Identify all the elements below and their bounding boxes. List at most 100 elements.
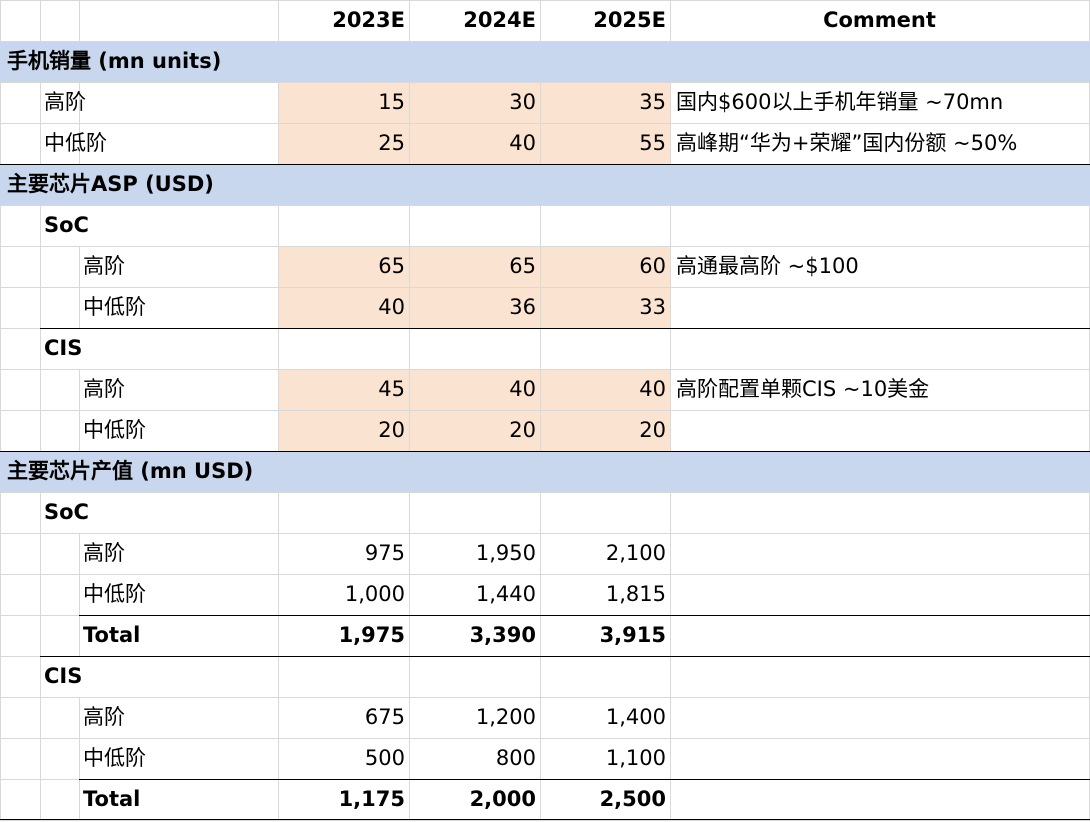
value-cell: 1,950 (475, 541, 536, 565)
value-cell: 30 (509, 90, 536, 114)
grid-vline (0, 533, 1, 574)
grid-vline (670, 410, 671, 451)
grid-vline (278, 123, 279, 164)
grid-vline (670, 738, 671, 779)
group-label: SoC (44, 213, 89, 237)
grid-vline (540, 328, 541, 369)
grid-vline (670, 533, 671, 574)
comment-cell: 高峰期“华为+荣耀”国内份额 ~50% (676, 131, 1018, 155)
grid-vline (670, 287, 671, 328)
value-cell: 800 (495, 746, 536, 770)
grid-vline (79, 123, 80, 164)
grid-vline (409, 492, 410, 533)
grid-vline (0, 328, 1, 369)
highlight-cell (278, 123, 670, 164)
grid-vline (0, 779, 1, 820)
grid-vline (409, 697, 410, 738)
grid-vline (670, 123, 671, 164)
grid-vline (79, 410, 80, 451)
grid-vline (670, 246, 671, 287)
grid-vline (540, 615, 541, 656)
grid-vline (40, 410, 41, 451)
value-cell: 1,000 (344, 582, 405, 606)
grid-vline (670, 656, 671, 697)
grid-hline (0, 697, 1090, 698)
row-label: 中低阶 (83, 746, 146, 770)
value-cell: 2,000 (469, 787, 536, 811)
grid-vline (40, 246, 41, 287)
grid-vline (40, 328, 41, 369)
grid-hline (0, 410, 1090, 411)
grid-vline (409, 205, 410, 246)
border-line (0, 819, 1090, 820)
grid-vline (0, 287, 1, 328)
value-cell: 20 (378, 418, 405, 442)
grid-vline (278, 492, 279, 533)
grid-vline (409, 287, 410, 328)
grid-vline (670, 369, 671, 410)
grid-vline (540, 779, 541, 820)
grid-vline (409, 246, 410, 287)
grid-vline (409, 574, 410, 615)
highlight-cell (278, 246, 670, 287)
grid-vline (409, 328, 410, 369)
grid-vline (409, 0, 410, 41)
value-cell: 60 (639, 254, 666, 278)
row-label: 中低阶 (83, 582, 146, 606)
group-label: CIS (44, 336, 83, 360)
value-cell: 40 (509, 377, 536, 401)
grid-vline (540, 574, 541, 615)
border-line (0, 164, 1090, 165)
grid-vline (540, 0, 541, 41)
row-label: 高阶 (44, 90, 86, 114)
comment-cell: 高阶配置单颗CIS ~10美金 (676, 377, 930, 401)
grid-vline (409, 779, 410, 820)
section-band (0, 451, 1090, 492)
grid-vline (278, 410, 279, 451)
grid-vline (79, 82, 80, 123)
value-cell: 15 (378, 90, 405, 114)
value-cell: 65 (509, 254, 536, 278)
highlight-cell (278, 82, 670, 123)
grid-vline (540, 287, 541, 328)
grid-vline (40, 615, 41, 656)
border-line (79, 615, 1090, 616)
value-cell: 40 (509, 131, 536, 155)
value-cell: 20 (509, 418, 536, 442)
grid-vline (0, 615, 1, 656)
grid-vline (0, 656, 1, 697)
grid-vline (0, 697, 1, 738)
grid-vline (0, 369, 1, 410)
grid-vline (409, 82, 410, 123)
grid-vline (79, 615, 80, 656)
grid-vline (278, 369, 279, 410)
group-label: SoC (44, 500, 89, 524)
grid-vline (278, 574, 279, 615)
section-title: 手机销量 (mn units) (7, 49, 222, 73)
grid-vline (278, 82, 279, 123)
value-cell: 33 (639, 295, 666, 319)
row-label: 高阶 (83, 377, 125, 401)
grid-vline (278, 328, 279, 369)
grid-vline (79, 369, 80, 410)
grid-hline (0, 492, 1090, 493)
row-label: 中低阶 (83, 295, 146, 319)
grid-vline (40, 205, 41, 246)
highlight-cell (278, 369, 670, 410)
total-label: Total (83, 787, 141, 811)
grid-vline (670, 779, 671, 820)
value-cell: 1,200 (475, 705, 536, 729)
grid-vline (0, 0, 1, 41)
grid-vline (278, 697, 279, 738)
value-cell: 55 (639, 131, 666, 155)
value-cell: 1,400 (605, 705, 666, 729)
grid-vline (0, 492, 1, 533)
value-cell: 1,175 (338, 787, 405, 811)
grid-vline (409, 533, 410, 574)
value-cell: 500 (364, 746, 405, 770)
grid-vline (540, 82, 541, 123)
border-line (79, 779, 1090, 780)
grid-vline (670, 615, 671, 656)
grid-hline (0, 205, 1090, 206)
